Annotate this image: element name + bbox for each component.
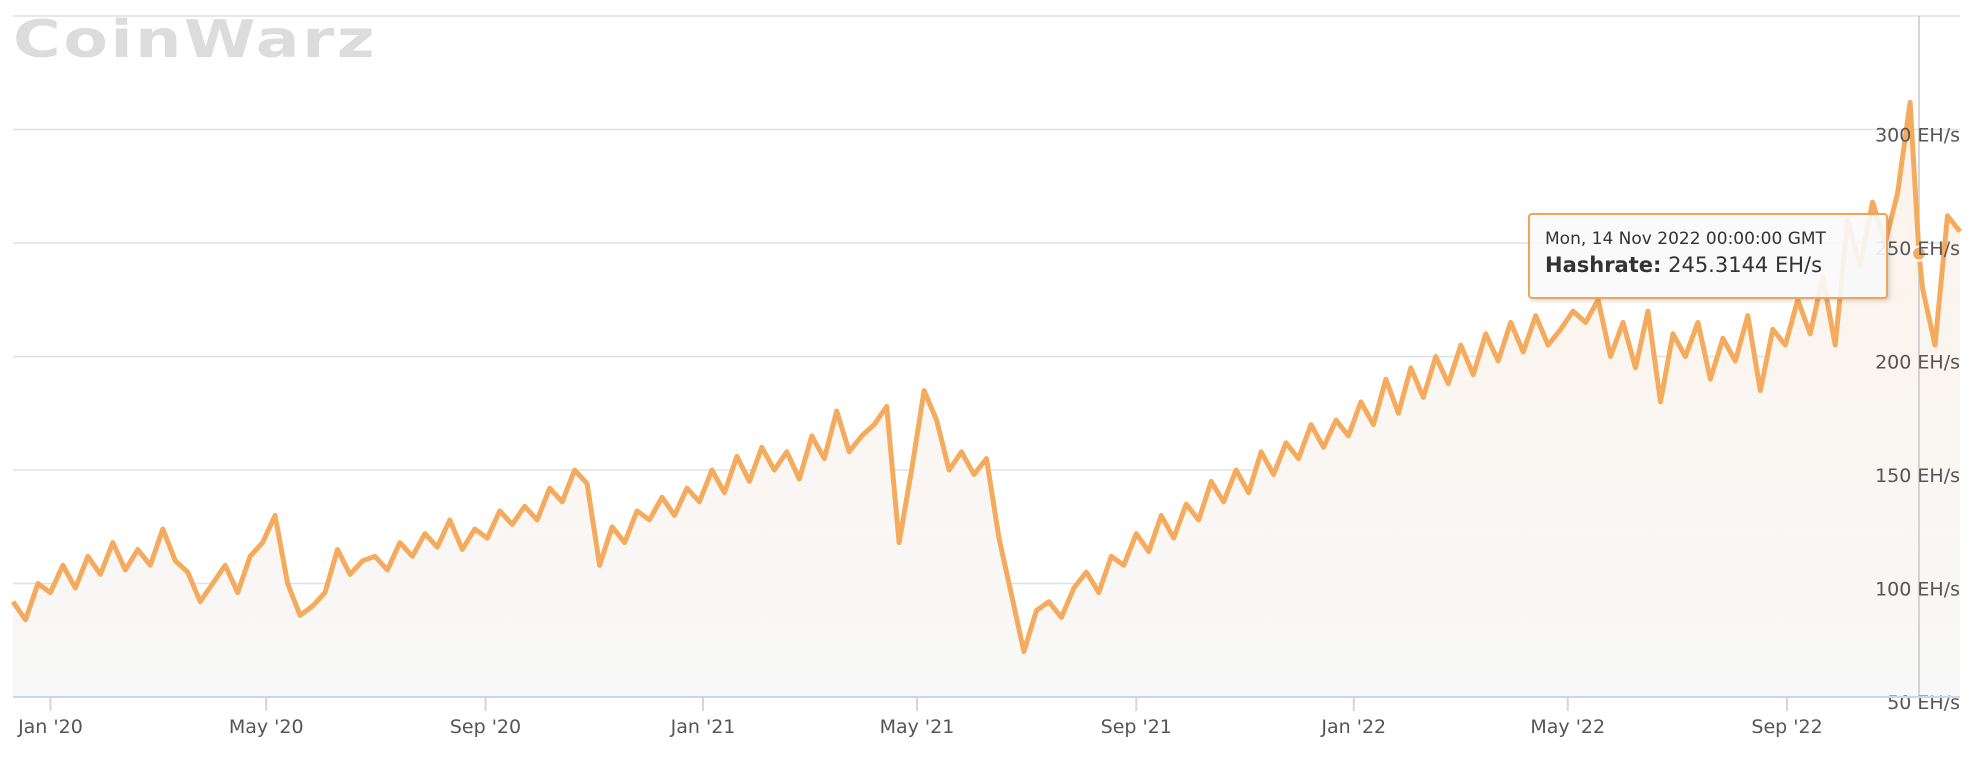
y-tick-label: 250 EH/s [1875, 238, 1960, 260]
y-tick-label: 100 EH/s [1875, 579, 1960, 601]
x-tick-label: Sep '20 [450, 716, 521, 738]
y-tick-label: 300 EH/s [1875, 125, 1960, 147]
x-tick-label: May '20 [229, 716, 304, 738]
hashrate-series-line [10, 99, 1962, 655]
x-tick-label: Jan '20 [17, 716, 83, 738]
x-tick-label: May '22 [1530, 716, 1605, 738]
tooltip-value: 245.3144 EH/s [1668, 253, 1823, 277]
x-tick-label: Jan '21 [670, 716, 736, 738]
tooltip-value-row: Hashrate: 245.3144 EH/s [1545, 253, 1886, 277]
tooltip-series-label: Hashrate: [1545, 253, 1662, 277]
coinwarz-logo-watermark: CoinWarz [13, 10, 378, 70]
x-axis: Jan '20 May '20 Sep '20 Jan '21 May '21 Sep '… [13, 696, 1960, 738]
chart-tooltip: Mon, 14 Nov 2022 00:00:00 GMT Hashrate: … [1528, 213, 1888, 299]
x-tick-label: Jan '22 [1320, 716, 1386, 738]
x-tick-label: May '21 [880, 716, 955, 738]
x-tick-label: Sep '22 [1751, 716, 1822, 738]
tooltip-date: Mon, 14 Nov 2022 00:00:00 GMT [1545, 229, 1826, 249]
hashrate-area-fill [13, 102, 1960, 698]
y-tick-label: 150 EH/s [1875, 465, 1960, 487]
y-axis-labels: 50 EH/s 100 EH/s 150 EH/s 200 EH/s 250 EH/s 3… [1875, 125, 1960, 715]
hover-point-marker[interactable] [1910, 245, 1927, 262]
y-tick-label: 50 EH/s [1887, 692, 1960, 714]
y-tick-label: 200 EH/s [1875, 352, 1960, 374]
x-tick-label: Sep '21 [1101, 716, 1172, 738]
